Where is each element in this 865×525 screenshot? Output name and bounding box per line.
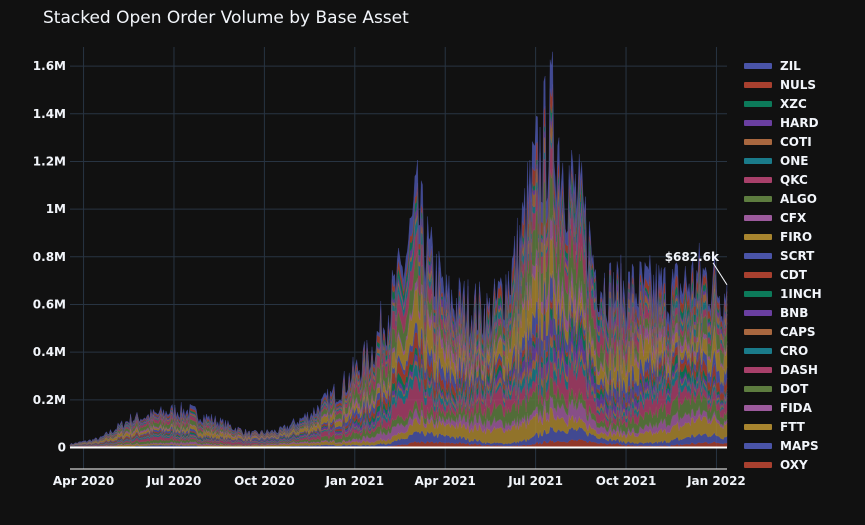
legend-label: ONE	[780, 153, 809, 168]
y-tick-label: 0.2M	[33, 393, 66, 407]
y-tick-label: 1M	[46, 202, 66, 216]
annotation-layer: $682.6k	[665, 250, 728, 286]
y-tick-label: 1.4M	[33, 107, 66, 121]
legend-swatch	[744, 100, 772, 107]
area-zil	[69, 51, 728, 446]
legend-swatch	[744, 62, 772, 69]
x-tick-label: Oct 2020	[234, 474, 295, 488]
legend-label: BNB	[780, 305, 809, 320]
legend-swatch	[744, 385, 772, 392]
x-tick-label: Jan 2022	[686, 474, 746, 488]
legend-item-cfx[interactable]: CFX	[744, 208, 862, 227]
x-tick-label: Apr 2020	[53, 474, 114, 488]
legend-item-caps[interactable]: CAPS	[744, 322, 862, 341]
legend-label: ALGO	[780, 191, 817, 206]
legend-item-zil[interactable]: ZIL	[744, 56, 862, 75]
legend-item-one[interactable]: ONE	[744, 151, 862, 170]
legend-item-qkc[interactable]: QKC	[744, 170, 862, 189]
legend-item-maps[interactable]: MAPS	[744, 436, 862, 455]
legend-item-cro[interactable]: CRO	[744, 341, 862, 360]
legend-label: SCRT	[780, 248, 815, 263]
legend-item-nuls[interactable]: NULS	[744, 75, 862, 94]
legend-label: CDT	[780, 267, 807, 282]
legend-swatch	[744, 138, 772, 145]
legend-swatch	[744, 366, 772, 373]
legend-label: XZC	[780, 96, 807, 111]
legend-item-dot[interactable]: DOT	[744, 379, 862, 398]
legend-item-ftt[interactable]: FTT	[744, 417, 862, 436]
legend-label: CRO	[780, 343, 809, 358]
legend-swatch	[744, 233, 772, 240]
chart-title: Stacked Open Order Volume by Base Asset	[43, 8, 409, 28]
legend-label: FTT	[780, 419, 805, 434]
x-tick-label: Jul 2020	[146, 474, 202, 488]
legend-item-oxy[interactable]: OXY	[744, 455, 862, 474]
legend-label: OXY	[780, 457, 808, 472]
legend-swatch	[744, 214, 772, 221]
y-tick-label: 0	[58, 441, 66, 455]
legend-swatch	[744, 347, 772, 354]
y-tick-label: 0.4M	[33, 345, 66, 359]
y-tick-label: 0.6M	[33, 297, 66, 311]
legend-label: CAPS	[780, 324, 816, 339]
legend-item-coti[interactable]: COTI	[744, 132, 862, 151]
legend-swatch	[744, 252, 772, 259]
legend-label: HARD	[780, 115, 819, 130]
legend-label: MAPS	[780, 438, 819, 453]
legend-item-dash[interactable]: DASH	[744, 360, 862, 379]
x-tick-label: Jul 2021	[507, 474, 563, 488]
legend-item-bnb[interactable]: BNB	[744, 303, 862, 322]
legend-label: FIRO	[780, 229, 813, 244]
legend-label: DOT	[780, 381, 809, 396]
legend-item-algo[interactable]: ALGO	[744, 189, 862, 208]
legend-swatch	[744, 195, 772, 202]
legend-item-cdt[interactable]: CDT	[744, 265, 862, 284]
legend-label: ZIL	[780, 58, 801, 73]
legend-label: CFX	[780, 210, 807, 225]
legend-label: FIDA	[780, 400, 812, 415]
y-tick-label: 0.8M	[33, 250, 66, 264]
legend-label: COTI	[780, 134, 812, 149]
legend-item-xzc[interactable]: XZC	[744, 94, 862, 113]
y-tick-label: 1.2M	[33, 154, 66, 168]
legend-swatch	[744, 309, 772, 316]
x-tick-label: Oct 2021	[596, 474, 657, 488]
x-tick-label: Apr 2021	[415, 474, 476, 488]
legend-item-hard[interactable]: HARD	[744, 113, 862, 132]
legend-swatch	[744, 271, 772, 278]
legend-label: QKC	[780, 172, 808, 187]
legend-swatch	[744, 423, 772, 430]
legend: ZIL NULS XZC HARD COTI ONE QKC ALGO CFX FIRO SCRT C…	[744, 56, 862, 474]
y-tick-label: 1.6M	[33, 59, 66, 73]
legend-label: NULS	[780, 77, 817, 92]
legend-item-fida[interactable]: FIDA	[744, 398, 862, 417]
legend-swatch	[744, 404, 772, 411]
area-layer	[69, 51, 728, 448]
legend-label: 1INCH	[780, 286, 822, 301]
legend-swatch	[744, 442, 772, 449]
legend-swatch	[744, 290, 772, 297]
legend-swatch	[744, 157, 772, 164]
legend-label: DASH	[780, 362, 818, 377]
legend-item-firo[interactable]: FIRO	[744, 227, 862, 246]
legend-item-scrt[interactable]: SCRT	[744, 246, 862, 265]
legend-swatch	[744, 119, 772, 126]
x-tick-label: Jan 2021	[324, 474, 384, 488]
legend-swatch	[744, 176, 772, 183]
annotation-arrow	[712, 262, 728, 286]
legend-swatch	[744, 461, 772, 468]
legend-swatch	[744, 328, 772, 335]
annotation-label: $682.6k	[665, 250, 720, 264]
legend-swatch	[744, 81, 772, 88]
legend-item-1inch[interactable]: 1INCH	[744, 284, 862, 303]
axis-layer: 0 0.2M 0.4M 0.6M 0.8M 1M 1.2M 1.4M 1.6M Apr 2020 J…	[33, 59, 746, 488]
